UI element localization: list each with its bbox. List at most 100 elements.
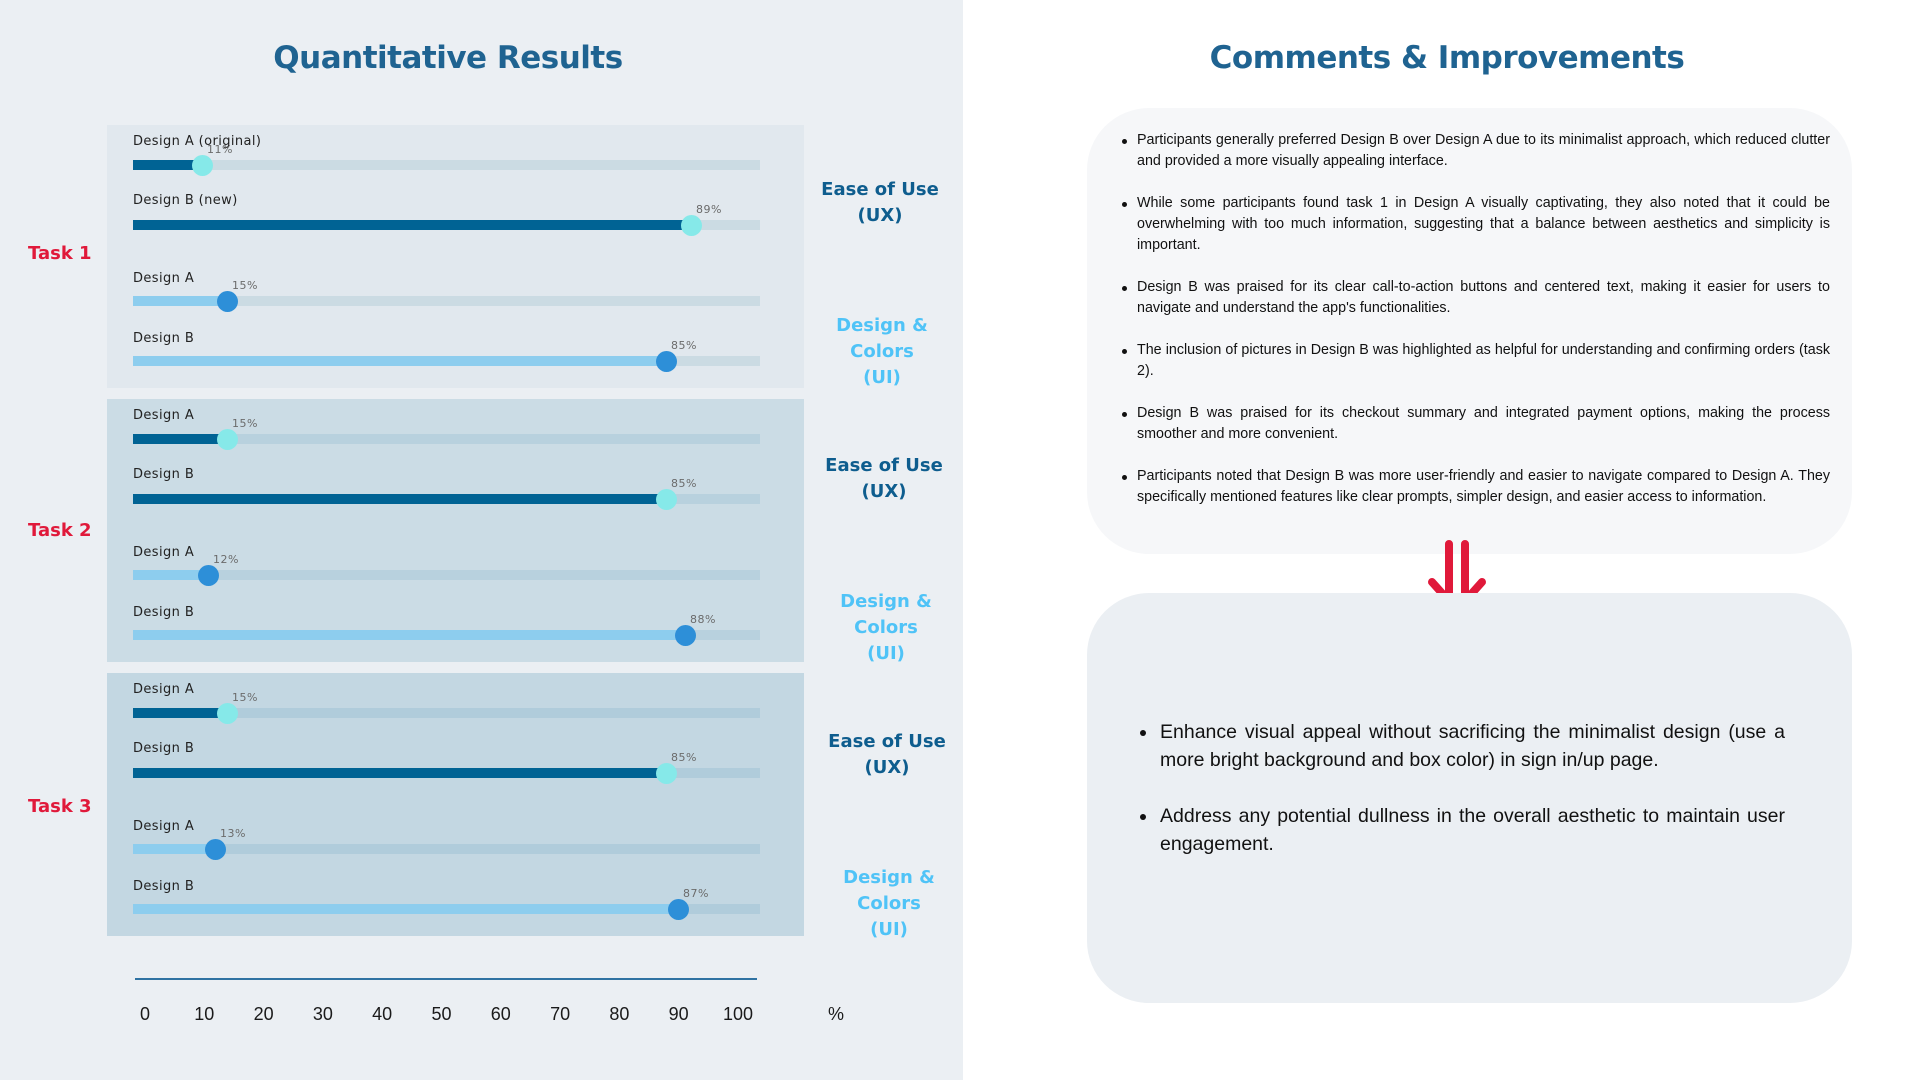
comment-item: While some participants found task 1 in …	[1122, 193, 1830, 256]
score-value-label: 88%	[690, 613, 716, 626]
x-axis-tick-label: 50	[431, 1004, 452, 1024]
score-value-label: 15%	[232, 691, 258, 704]
x-axis-tick-label: 0	[139, 1004, 151, 1024]
score-fill-bar	[133, 708, 227, 718]
score-track: 85%	[133, 339, 760, 372]
score-knob	[668, 899, 689, 920]
x-axis-tick-label: 80	[609, 1004, 630, 1024]
x-axis-unit: %	[827, 1004, 845, 1024]
score-fill-bar	[133, 630, 685, 640]
x-axis-tick-label: 70	[550, 1004, 571, 1024]
row-label: Design B	[133, 467, 195, 482]
task-1-panel: Design A (original) 11% Design B (new) 89% D…	[107, 125, 804, 388]
score-knob	[656, 763, 677, 784]
improvements-list: Enhance visual appeal without sacrificin…	[1140, 718, 1785, 886]
row-label: Design A	[133, 545, 195, 560]
comments-box	[1087, 108, 1852, 554]
score-value-label: 13%	[220, 827, 246, 840]
score-track: 15%	[133, 691, 760, 724]
quantitative-results-title: Quantitative Results	[273, 40, 623, 76]
task-3-label: Task 3	[28, 796, 92, 817]
category-label-line: Ease of Use	[821, 179, 939, 200]
score-track: 12%	[133, 553, 760, 586]
task-1-label: Task 1	[28, 243, 92, 264]
comment-item: The inclusion of pictures in Design B wa…	[1122, 340, 1830, 382]
score-value-label: 85%	[671, 339, 697, 352]
task-2-panel: Design A 15% Design B 85% Design A 12% Design …	[107, 399, 804, 662]
row-label: Design A	[133, 682, 195, 697]
score-fill-bar	[133, 296, 227, 306]
score-value-label: 15%	[232, 417, 258, 430]
score-knob	[217, 429, 238, 450]
task-3-panel: Design A 15% Design B 85% Design A 13% Design …	[107, 673, 804, 936]
score-value-label: 12%	[213, 553, 239, 566]
score-value-label: 87%	[683, 887, 709, 900]
score-knob	[198, 565, 219, 586]
category-label-line: (UI)	[863, 367, 901, 388]
x-axis-line	[135, 978, 757, 980]
category-label-line: Ease of Use	[828, 731, 946, 752]
score-value-label: 15%	[232, 279, 258, 292]
category-label-line: (UI)	[870, 919, 908, 940]
comment-item: Participants generally preferred Design …	[1122, 130, 1830, 172]
row-label: Design A	[133, 819, 195, 834]
category-label-line: Ease of Use	[825, 455, 943, 476]
score-track: 15%	[133, 279, 760, 312]
score-fill-bar	[133, 844, 215, 854]
x-axis-tick-label: 10	[194, 1004, 215, 1024]
score-knob	[217, 291, 238, 312]
score-fill-bar	[133, 356, 666, 366]
score-track: 87%	[133, 887, 760, 920]
score-track: 89%	[133, 203, 760, 236]
score-fill-bar	[133, 768, 666, 778]
category-label-line: (UX)	[861, 481, 907, 502]
score-knob	[675, 625, 696, 646]
row-label: Design B	[133, 879, 195, 894]
row-label: Design B	[133, 605, 195, 620]
category-label-line: (UI)	[867, 643, 905, 664]
row-label: Design A	[133, 408, 195, 423]
score-knob	[656, 351, 677, 372]
x-axis-tick-label: 90	[668, 1004, 689, 1024]
x-axis-tick-label: 60	[490, 1004, 511, 1024]
score-value-label: 85%	[671, 477, 697, 490]
row-label: Design B	[133, 331, 195, 346]
score-track: 11%	[133, 143, 760, 176]
comment-item: Participants noted that Design B was mor…	[1122, 466, 1830, 508]
comments-list: Participants generally preferred Design …	[1122, 130, 1830, 529]
task-3-ui-category: Design & Colors (UI)	[809, 865, 969, 943]
x-axis-tick-label: 40	[372, 1004, 393, 1024]
comments-improvements-title: Comments & Improvements	[1209, 40, 1685, 76]
score-knob	[656, 489, 677, 510]
score-value-label: 89%	[696, 203, 722, 216]
score-value-label: 11%	[207, 143, 233, 156]
improvement-item: Enhance visual appeal without sacrificin…	[1140, 718, 1785, 774]
score-fill-bar	[133, 220, 691, 230]
x-axis-tick-label: 100	[722, 1004, 754, 1024]
comment-item: Design B was praised for its checkout su…	[1122, 403, 1830, 445]
task-2-ui-category: Design & Colors (UI)	[806, 589, 966, 667]
score-track: 15%	[133, 417, 760, 450]
row-label: Design A	[133, 271, 195, 286]
comment-item: Design B was praised for its clear call-…	[1122, 277, 1830, 319]
improvement-item: Address any potential dullness in the ov…	[1140, 802, 1785, 858]
task-2-label: Task 2	[28, 520, 92, 541]
score-knob	[192, 155, 213, 176]
task-2-ux-category: Ease of Use (UX)	[804, 453, 964, 505]
category-label-line: (UX)	[864, 757, 910, 778]
score-track: 88%	[133, 613, 760, 646]
category-label-line: (UX)	[857, 205, 903, 226]
task-3-ux-category: Ease of Use (UX)	[807, 729, 967, 781]
improvements-box	[1087, 593, 1852, 1003]
row-label: Design B	[133, 741, 195, 756]
x-axis-tick-label: 30	[312, 1004, 333, 1024]
score-fill-bar	[133, 434, 227, 444]
score-track: 85%	[133, 751, 760, 784]
score-fill-bar	[133, 160, 202, 170]
score-knob	[217, 703, 238, 724]
score-fill-bar	[133, 904, 678, 914]
score-fill-bar	[133, 570, 208, 580]
score-knob	[681, 215, 702, 236]
score-knob	[205, 839, 226, 860]
task-1-ux-category: Ease of Use (UX)	[800, 177, 960, 229]
